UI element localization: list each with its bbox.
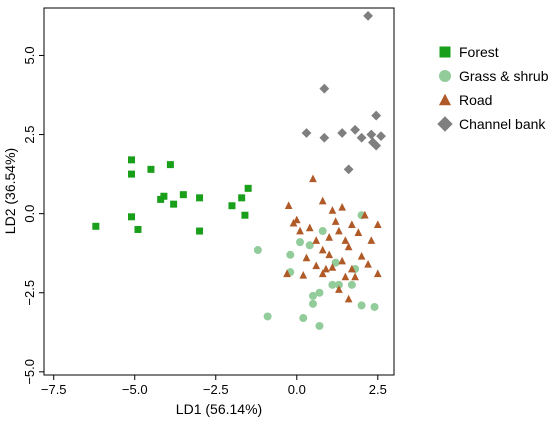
x-axis: −7.5 −5.0 −2.5 0.0 2.5 [41, 375, 387, 397]
data-point [134, 226, 141, 233]
data-point [306, 241, 314, 249]
data-point [170, 201, 177, 208]
data-point [348, 281, 356, 289]
y-tick-label: −2.5 [22, 280, 37, 306]
data-point [245, 185, 252, 192]
data-point [309, 300, 317, 308]
y-tick-label: 5.0 [22, 46, 37, 64]
data-point [128, 213, 135, 220]
data-point [371, 303, 379, 311]
legend-label: Grass & shrub [459, 68, 549, 84]
legend-marker [440, 47, 451, 58]
y-tick-label: −5.0 [22, 359, 37, 385]
legend: Forest Grass & shrub Road Channel bank [437, 44, 548, 132]
data-point [358, 301, 366, 309]
data-point [196, 228, 203, 235]
y-axis: −5.0 −2.5 0.0 2.5 5.0 [22, 46, 44, 384]
x-tick-label: −2.5 [203, 382, 229, 397]
data-point [315, 322, 323, 330]
plot-frame [44, 8, 394, 375]
data-point [241, 212, 248, 219]
legend-label: Forest [459, 44, 499, 60]
data-point [238, 194, 245, 201]
data-point [315, 289, 323, 297]
data-point [128, 171, 135, 178]
x-tick-label: 0.0 [288, 382, 306, 397]
data-point [128, 156, 135, 163]
data-point [254, 246, 262, 254]
data-point [160, 193, 167, 200]
data-point [196, 194, 203, 201]
data-point [286, 251, 294, 259]
data-point [92, 223, 99, 230]
x-tick-label: −5.0 [122, 382, 148, 397]
data-point [228, 202, 235, 209]
legend-label: Channel bank [459, 116, 546, 132]
data-point [319, 227, 327, 235]
data-point [299, 314, 307, 322]
data-point [180, 191, 187, 198]
y-axis-label: LD2 (36.54%) [2, 148, 18, 234]
legend-marker [437, 116, 452, 131]
data-point [264, 312, 272, 320]
x-axis-label: LD1 (56.14%) [176, 401, 262, 417]
y-tick-label: 2.5 [22, 126, 37, 144]
legend-label: Road [459, 92, 492, 108]
data-point [296, 238, 304, 246]
x-tick-label: 2.5 [369, 382, 387, 397]
y-tick-label: 0.0 [22, 205, 37, 223]
data-point [147, 166, 154, 173]
legend-marker [439, 94, 451, 105]
x-tick-label: −7.5 [41, 382, 67, 397]
legend-marker [439, 70, 451, 82]
data-point [167, 161, 174, 168]
